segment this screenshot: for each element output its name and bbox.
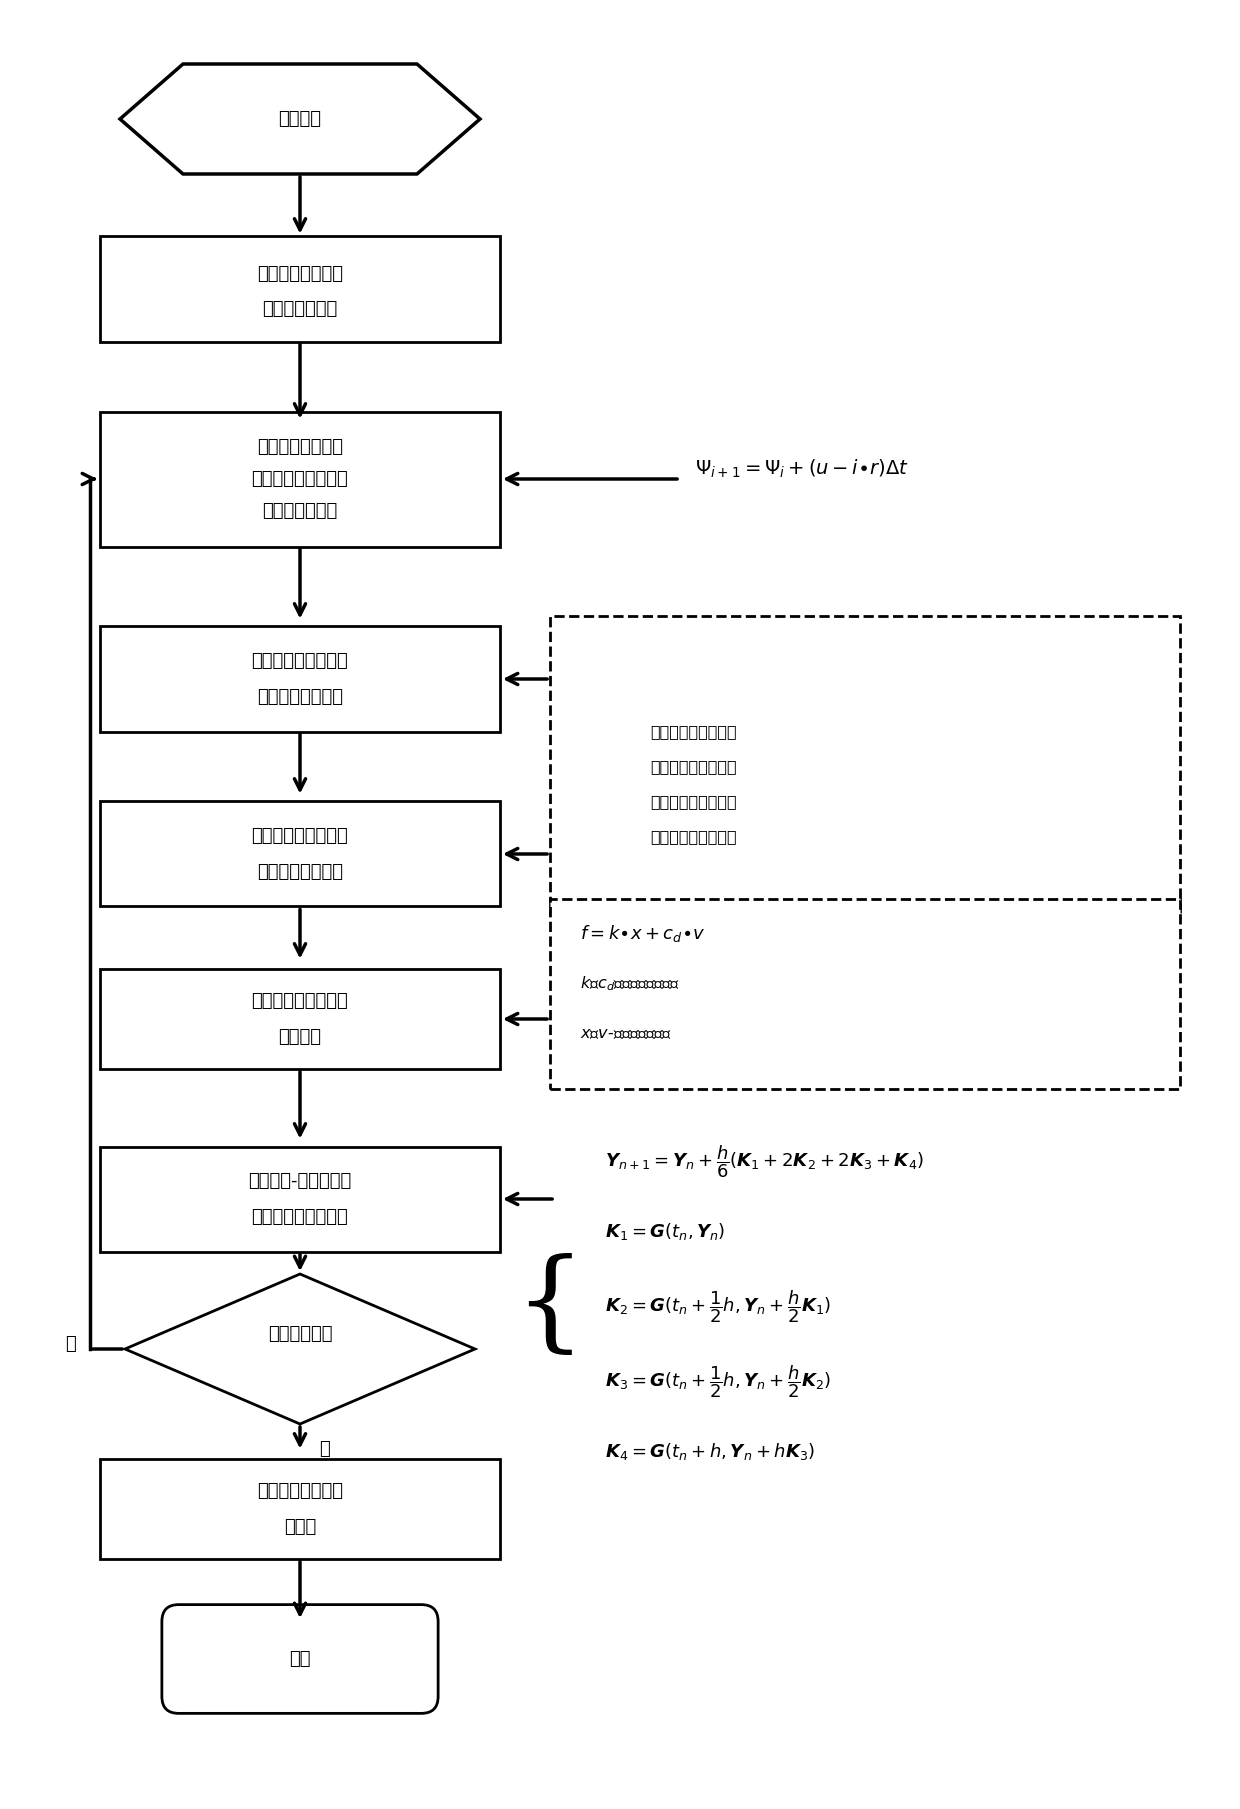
Text: $\Psi_{i+1}=\Psi_i+(u-i{\bullet}r)\Delta t$: $\Psi_{i+1}=\Psi_i+(u-i{\bullet}r)\Delta… [694,458,909,479]
Text: 四阶龙格-库塔法求解: 四阶龙格-库塔法求解 [248,1172,352,1190]
FancyBboxPatch shape [162,1605,438,1713]
Text: 移查表求线圈电流: 移查表求线圈电流 [257,687,343,706]
Text: $\boldsymbol{Y}_{n+1}=\boldsymbol{Y}_n+\dfrac{h}{6}(\boldsymbol{K}_1+2\boldsymbo: $\boldsymbol{Y}_{n+1}=\boldsymbol{Y}_n+\… [605,1143,924,1179]
Text: 吸力关于线圈电流、: 吸力关于线圈电流、 [650,794,737,809]
Text: 由线圈电流、衔铁位: 由线圈电流、衔铁位 [252,827,348,845]
Bar [100,237,500,342]
Text: 否: 否 [64,1335,76,1353]
Text: 衔铁位移的二维表格: 衔铁位移的二维表格 [650,829,737,845]
Text: 性参数: 性参数 [284,1518,316,1536]
Text: 求当前时刻磁链: 求当前时刻磁链 [263,503,337,519]
Text: 由衔铁位移计算机械: 由衔铁位移计算机械 [252,991,348,1009]
Text: 压、电流和磁链积分: 压、电流和磁链积分 [252,470,348,488]
Text: $x$、$v$-衔铁位移、速度: $x$、$v$-衔铁位移、速度 [580,1026,671,1042]
Text: 是: 是 [320,1440,330,1458]
Text: 由线圈磁链、衔铁位: 由线圈磁链、衔铁位 [252,651,348,669]
Polygon shape [120,63,480,174]
Text: 结束: 结束 [289,1650,311,1668]
Text: $k$、$c_d$－弹簧刚度、阻尼: $k$、$c_d$－弹簧刚度、阻尼 [580,975,680,993]
Bar [551,617,1180,917]
Text: 链、衔铁位移和电磁: 链、衔铁位移和电磁 [650,760,737,774]
Text: $f=k{\bullet}x+c_d{\bullet}v$: $f=k{\bullet}x+c_d{\bullet}v$ [580,924,706,944]
Bar [100,626,500,731]
Bar [100,1460,500,1559]
Text: 是否计算完毕: 是否计算完毕 [268,1324,332,1342]
Bar [551,899,1180,1089]
Text: $\boldsymbol{K}_1=\boldsymbol{G}(t_n,\boldsymbol{Y}_n)$: $\boldsymbol{K}_1=\boldsymbol{G}(t_n,\bo… [605,1221,725,1243]
Bar [100,801,500,906]
Text: 线圈电流关于线圈磁: 线圈电流关于线圈磁 [650,724,737,740]
Text: 由前一时刻线圈电: 由前一时刻线圈电 [257,438,343,456]
Text: $\boldsymbol{K}_3=\boldsymbol{G}(t_n+\dfrac{1}{2}h,\boldsymbol{Y}_n+\dfrac{h}{2}: $\boldsymbol{K}_3=\boldsymbol{G}(t_n+\df… [605,1364,831,1400]
Text: 设置模型计算参数: 设置模型计算参数 [257,264,343,282]
Text: 保存数据，提取特: 保存数据，提取特 [257,1482,343,1500]
Bar [100,970,500,1069]
Text: $\boldsymbol{K}_2=\boldsymbol{G}(t_n+\dfrac{1}{2}h,\boldsymbol{Y}_n+\dfrac{h}{2}: $\boldsymbol{K}_2=\boldsymbol{G}(t_n+\df… [605,1288,831,1324]
Text: 开始计算: 开始计算 [279,110,321,128]
Bar [100,1147,500,1252]
Polygon shape [125,1274,475,1424]
Text: $\boldsymbol{K}_4=\boldsymbol{G}(t_n+h,\boldsymbol{Y}_n+h\boldsymbol{K}_3)$: $\boldsymbol{K}_4=\boldsymbol{G}(t_n+h,\… [605,1442,815,1462]
Text: 移查表求电磁吸力: 移查表求电磁吸力 [257,863,343,881]
Text: 机械运动微分方程组: 机械运动微分方程组 [252,1208,348,1227]
Text: 弹簧反力: 弹簧反力 [279,1028,321,1046]
Text: {: { [515,1254,585,1360]
Text: 初始化特性参数: 初始化特性参数 [263,300,337,318]
Bar [100,411,500,546]
